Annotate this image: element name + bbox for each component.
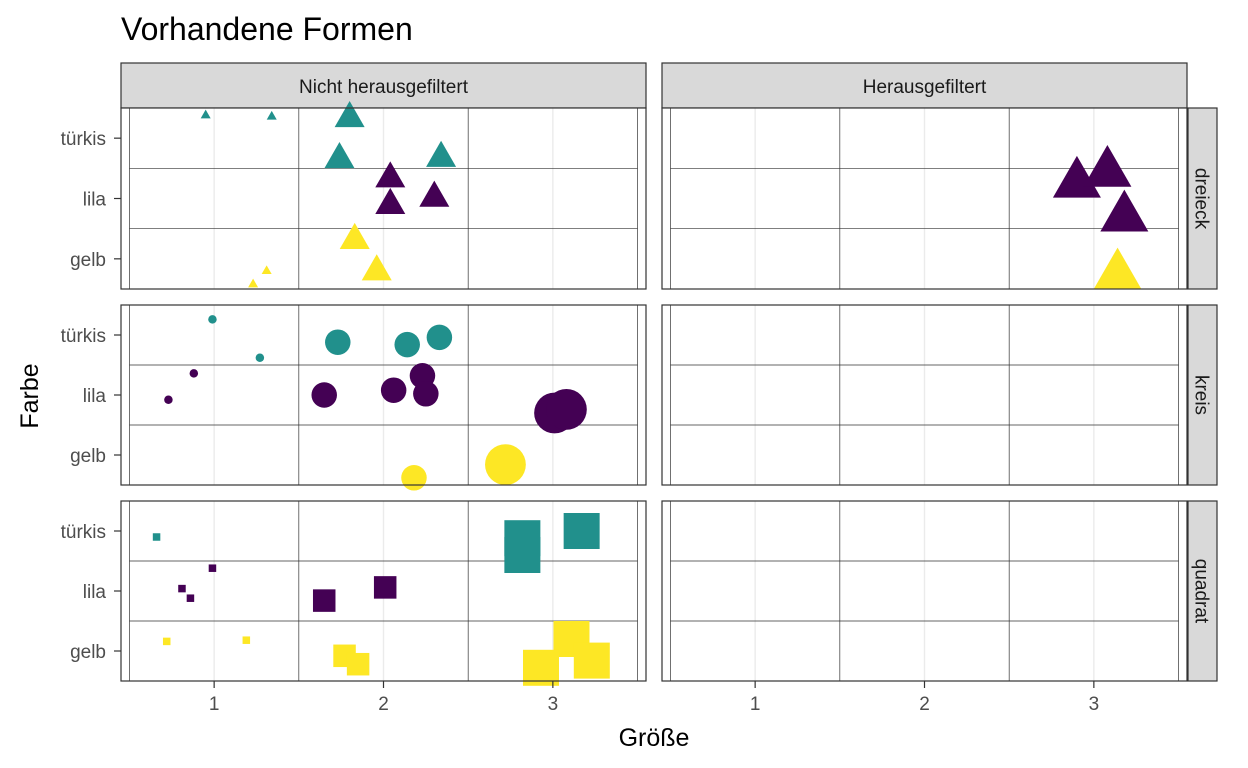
triangle-point bbox=[339, 222, 370, 249]
circle-point bbox=[325, 329, 351, 355]
square-point bbox=[523, 649, 559, 686]
facet-strip-column bbox=[120, 62, 647, 109]
x-tick-label: 1 bbox=[750, 694, 761, 715]
x-axis-title: Größe bbox=[619, 724, 690, 752]
facet-strip-row bbox=[1187, 304, 1218, 486]
x-tick-label: 2 bbox=[378, 694, 389, 715]
square-point bbox=[152, 533, 161, 541]
circle-point bbox=[380, 377, 407, 403]
square-point bbox=[242, 636, 251, 644]
square-point bbox=[208, 564, 217, 572]
facet-panel bbox=[662, 304, 1187, 486]
facet-strip-row-label: dreieck bbox=[1191, 168, 1212, 230]
facet-panel bbox=[662, 107, 1187, 290]
triangle-point bbox=[261, 265, 272, 275]
triangle-point bbox=[334, 100, 365, 128]
x-tick-label: 1 bbox=[209, 694, 220, 715]
facet-strip-row bbox=[1187, 107, 1218, 290]
y-tick-label: türkis bbox=[61, 129, 106, 150]
square-point bbox=[504, 537, 541, 573]
triangle-point bbox=[1100, 189, 1149, 232]
triangle-point bbox=[248, 278, 259, 288]
triangle-point bbox=[1052, 155, 1101, 198]
triangle-point bbox=[266, 110, 277, 120]
y-tick-label: lila bbox=[83, 386, 107, 407]
square-point bbox=[186, 594, 195, 602]
circle-point bbox=[546, 389, 587, 430]
facet-panel bbox=[662, 500, 1187, 682]
x-tick-label: 2 bbox=[919, 694, 930, 715]
facet-strip-column bbox=[661, 62, 1188, 109]
facet-strip-row-label: quadrat bbox=[1191, 559, 1212, 624]
triangle-point bbox=[361, 254, 392, 281]
triangle-point bbox=[426, 140, 457, 167]
circle-point bbox=[255, 353, 265, 363]
facet-strip-row-label: kreis bbox=[1191, 375, 1212, 415]
facet-panel bbox=[121, 107, 646, 290]
facet-strip-column-label: Nicht herausgefiltert bbox=[299, 77, 469, 98]
circle-point bbox=[401, 465, 427, 491]
circle-point bbox=[208, 315, 217, 324]
y-tick-label: türkis bbox=[61, 326, 106, 347]
y-tick-label: gelb bbox=[70, 642, 106, 663]
square-point bbox=[373, 576, 397, 599]
triangle-point bbox=[375, 161, 406, 188]
circle-point bbox=[426, 324, 453, 351]
y-tick-label: lila bbox=[83, 582, 107, 603]
square-point bbox=[563, 513, 600, 549]
triangle-point bbox=[324, 142, 355, 169]
panel-border bbox=[120, 304, 647, 486]
triangle-point bbox=[375, 187, 406, 214]
circle-point bbox=[394, 331, 420, 358]
circle-point bbox=[311, 382, 337, 408]
square-point bbox=[312, 589, 336, 612]
square-point bbox=[178, 584, 186, 593]
triangle-point bbox=[419, 180, 450, 207]
x-tick-label: 3 bbox=[1089, 694, 1100, 715]
triangle-point bbox=[1083, 145, 1132, 187]
y-tick-label: gelb bbox=[70, 250, 106, 271]
facet-strip-row bbox=[1187, 500, 1218, 682]
triangle-point bbox=[200, 109, 211, 119]
triangle-point bbox=[1093, 247, 1142, 290]
y-axis-title: Farbe bbox=[16, 363, 44, 428]
chart-title: Vorhandene Formen bbox=[121, 11, 413, 47]
circle-point bbox=[413, 381, 439, 407]
x-tick-label: 3 bbox=[548, 694, 559, 715]
square-point bbox=[573, 642, 610, 679]
circle-point bbox=[189, 369, 199, 378]
square-point bbox=[162, 637, 171, 646]
square-point bbox=[346, 652, 370, 676]
panel-border bbox=[661, 304, 1188, 486]
circle-point bbox=[485, 444, 526, 485]
y-tick-label: türkis bbox=[61, 522, 106, 543]
circle-point bbox=[164, 395, 173, 405]
y-tick-label: gelb bbox=[70, 446, 106, 467]
panel-border bbox=[661, 107, 1188, 290]
y-tick-label: lila bbox=[83, 190, 107, 211]
facet-strip-column-label: Herausgefiltert bbox=[863, 77, 987, 98]
panel-border bbox=[120, 107, 647, 290]
